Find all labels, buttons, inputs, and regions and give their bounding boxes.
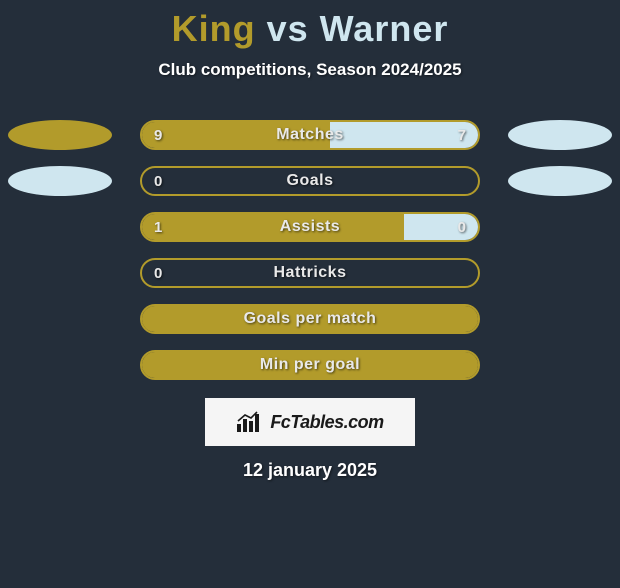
- logo-box: FcTables.com: [205, 398, 415, 446]
- subtitle: Club competitions, Season 2024/2025: [0, 60, 620, 80]
- stat-bar: 0Goals: [140, 166, 480, 196]
- player-marker-left: [8, 166, 112, 196]
- stat-bar: 97Matches: [140, 120, 480, 150]
- stat-row: 10Assists: [0, 212, 620, 242]
- stat-row: 0Goals: [0, 166, 620, 196]
- footer-date: 12 january 2025: [0, 460, 620, 481]
- bars-icon: [236, 411, 264, 433]
- stat-label: Matches: [142, 122, 478, 148]
- stat-bar: Min per goal: [140, 350, 480, 380]
- logo-text: FcTables.com: [270, 412, 383, 433]
- stat-label: Min per goal: [142, 352, 478, 378]
- title-right: Warner: [320, 8, 449, 49]
- title-left: King: [172, 8, 256, 49]
- page-title: King vs Warner: [0, 8, 620, 50]
- stats-rows: 97Matches 0Goals 10Assists 0Hattricks Goals …: [0, 120, 620, 380]
- player-marker-right: [508, 166, 612, 196]
- stat-bar: Goals per match: [140, 304, 480, 334]
- player-marker-left: [8, 120, 112, 150]
- stat-label: Goals: [142, 168, 478, 194]
- stat-label: Goals per match: [142, 306, 478, 332]
- stat-row: 97Matches: [0, 120, 620, 150]
- stat-label: Hattricks: [142, 260, 478, 286]
- stat-row: Min per goal: [0, 350, 620, 380]
- title-vs: vs: [256, 8, 320, 49]
- player-marker-right: [508, 120, 612, 150]
- stat-row: 0Hattricks: [0, 258, 620, 288]
- stat-row: Goals per match: [0, 304, 620, 334]
- stat-label: Assists: [142, 214, 478, 240]
- stat-bar: 10Assists: [140, 212, 480, 242]
- stat-bar: 0Hattricks: [140, 258, 480, 288]
